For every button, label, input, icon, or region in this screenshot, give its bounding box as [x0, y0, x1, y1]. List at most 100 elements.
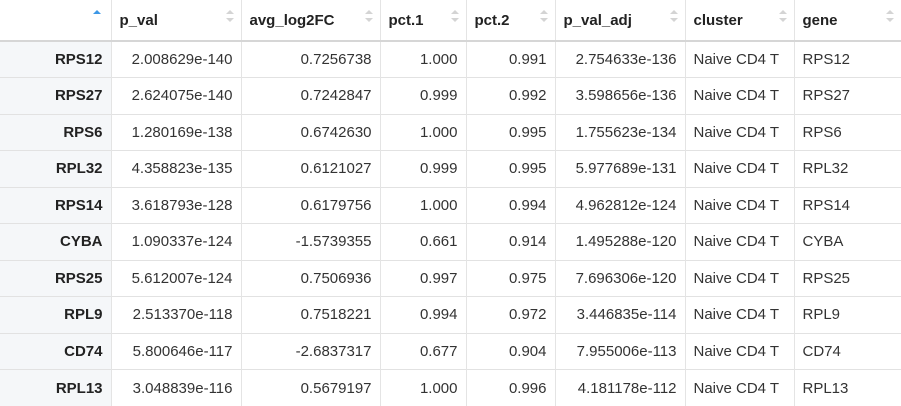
column-header-text: p_val — [119, 11, 158, 29]
table-cell: Naive CD4 T — [684, 113, 794, 151]
column-header-text: avg_log2FC — [249, 11, 335, 29]
table-cell: RPL9 — [793, 296, 901, 333]
sort-icon — [364, 10, 373, 22]
table-cell: 0.992 — [465, 77, 555, 114]
row-name: RPS6 — [0, 113, 111, 151]
table-cell: RPL13 — [793, 369, 901, 406]
table-row: RPS12 2.008629e-140 0.7256738 1.000 0.991 2.7… — [0, 40, 901, 78]
table-cell: 0.999 — [379, 77, 466, 114]
table-cell: 4.181178e-112 — [554, 369, 685, 406]
column-header[interactable]: p_val — [110, 0, 241, 42]
table-cell: 3.446835e-114 — [554, 296, 685, 333]
table-cell: Naive CD4 T — [684, 332, 794, 370]
sort-up — [364, 10, 373, 14]
column-header[interactable]: cluster — [684, 0, 794, 42]
table-cell: RPS25 — [793, 259, 901, 297]
table-cell: 0.6742630 — [240, 113, 380, 151]
sort-icon — [778, 10, 787, 22]
table-cell: 0.7506936 — [240, 259, 380, 297]
table-cell: 0.7256738 — [240, 40, 380, 78]
table-row: RPS6 1.280169e-138 0.6742630 1.000 0.995 1.75… — [0, 113, 901, 151]
table-cell: 2.513370e-118 — [110, 296, 241, 333]
row-name: RPS14 — [0, 186, 111, 224]
table-cell: RPL32 — [793, 150, 901, 187]
sort-up — [778, 10, 787, 14]
table-cell: Naive CD4 T — [684, 259, 794, 297]
column-header-text: p_val_adj — [563, 11, 632, 29]
table-cell: 0.995 — [465, 113, 555, 151]
column-header-text: pct.2 — [474, 11, 510, 29]
table-cell: 0.661 — [379, 223, 466, 260]
table-row: RPS14 3.618793e-128 0.6179756 1.000 0.994 4.9… — [0, 186, 901, 224]
column-header[interactable]: p_val_adj — [554, 0, 685, 42]
row-name: RPS12 — [0, 40, 111, 78]
table-row: RPL9 2.513370e-118 0.7518221 0.994 0.972 3.44… — [0, 296, 901, 333]
table-cell: 5.977689e-131 — [554, 150, 685, 187]
table-cell: 2.754633e-136 — [554, 40, 685, 78]
column-header-text: cluster — [693, 11, 743, 29]
table-cell: 5.612007e-124 — [110, 259, 241, 297]
table-cell: 5.800646e-117 — [110, 332, 241, 370]
table-cell: -2.6837317 — [240, 332, 380, 370]
table-cell: Naive CD4 T — [684, 150, 794, 187]
table-cell: -1.5739355 — [240, 223, 380, 260]
sort-icon — [450, 10, 459, 22]
header-row: p_val avg_log2FC pct.1 pct.2 p_val_adj cluste… — [0, 0, 901, 42]
sort-down — [364, 18, 373, 22]
table-cell: Naive CD4 T — [684, 296, 794, 333]
table-cell: 2.008629e-140 — [110, 40, 241, 78]
table-cell: 4.962812e-124 — [554, 186, 685, 224]
sort-icon — [93, 10, 101, 14]
table-cell: 0.677 — [379, 332, 466, 370]
column-header[interactable]: avg_log2FC — [240, 0, 380, 42]
table-cell: 0.6179756 — [240, 186, 380, 224]
table-cell: RPS27 — [793, 77, 901, 114]
sort-icon — [539, 10, 548, 22]
table-cell: 7.696306e-120 — [554, 259, 685, 297]
table-row: RPS25 5.612007e-124 0.7506936 0.997 0.975 7.6… — [0, 259, 901, 297]
column-header[interactable]: gene — [793, 0, 901, 42]
table-cell: 3.048839e-116 — [110, 369, 241, 406]
row-name: RPL9 — [0, 296, 111, 333]
table-cell: 0.6121027 — [240, 150, 380, 187]
table-cell: 0.994 — [379, 296, 466, 333]
sort-down — [225, 18, 234, 22]
row-name: RPL32 — [0, 150, 111, 187]
sort-down — [669, 18, 678, 22]
row-name: CD74 — [0, 332, 111, 370]
column-header[interactable]: pct.1 — [379, 0, 466, 42]
sort-down — [539, 18, 548, 22]
sort-up — [450, 10, 459, 14]
table-cell: 0.994 — [465, 186, 555, 224]
column-header-text: gene — [802, 11, 838, 29]
table-cell: 4.358823e-135 — [110, 150, 241, 187]
table-cell: 0.914 — [465, 223, 555, 260]
row-name-header[interactable] — [0, 0, 111, 42]
column-header[interactable]: pct.2 — [465, 0, 555, 42]
sort-up — [539, 10, 548, 14]
table-cell: Naive CD4 T — [684, 77, 794, 114]
sort-icon — [669, 10, 678, 22]
table-cell: 7.955006e-113 — [554, 332, 685, 370]
table-row: CYBA 1.090337e-124 -1.5739355 0.661 0.914 1.4… — [0, 223, 901, 260]
sort-down — [778, 18, 787, 22]
table-cell: 1.000 — [379, 369, 466, 406]
table-cell: 0.7518221 — [240, 296, 380, 333]
sort-icon — [225, 10, 234, 22]
table-cell: CYBA — [793, 223, 901, 260]
table-cell: 0.996 — [465, 369, 555, 406]
row-name: CYBA — [0, 223, 111, 260]
table-cell: 0.7242847 — [240, 77, 380, 114]
table-cell: 0.995 — [465, 150, 555, 187]
sort-up — [669, 10, 678, 14]
sort-down — [886, 18, 894, 22]
table-cell: 0.5679197 — [240, 369, 380, 406]
table-cell: RPS6 — [793, 113, 901, 151]
table-cell: 1.090337e-124 — [110, 223, 241, 260]
table-cell: 2.624075e-140 — [110, 77, 241, 114]
table-cell: 0.904 — [465, 332, 555, 370]
column-header-text: pct.1 — [388, 11, 424, 29]
table-cell: Naive CD4 T — [684, 40, 794, 78]
